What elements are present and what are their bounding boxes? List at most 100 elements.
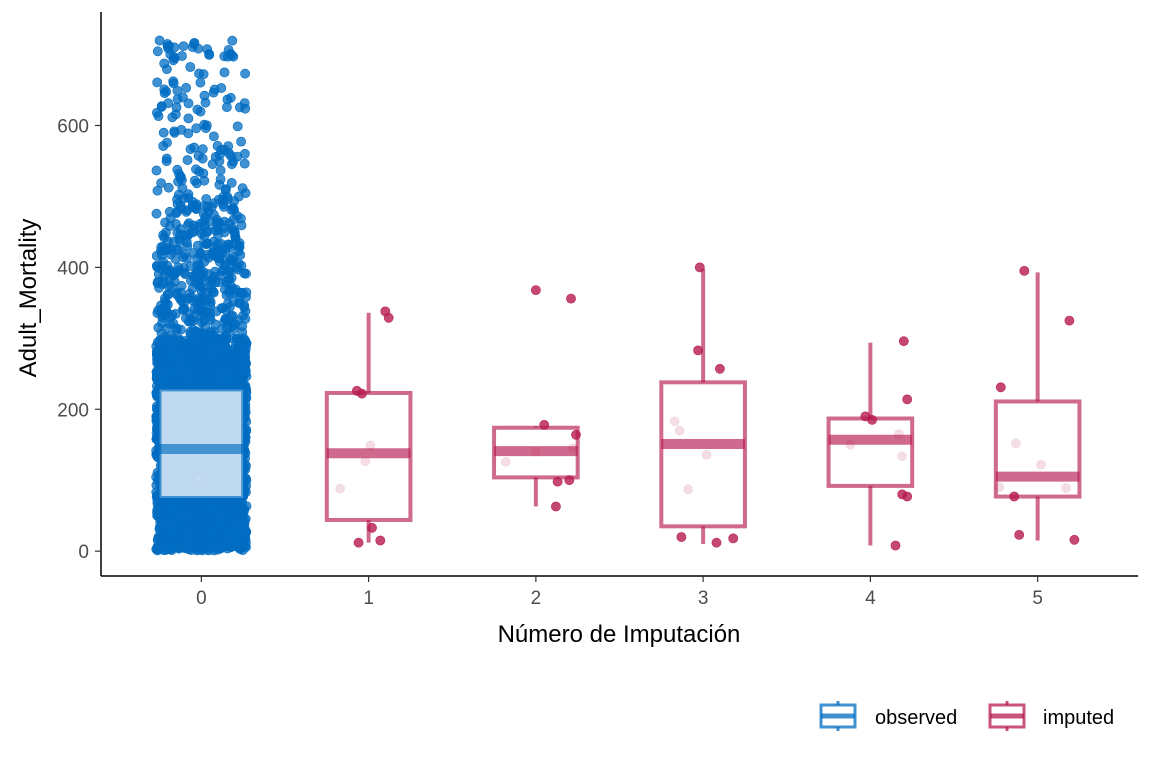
observed-point bbox=[153, 305, 164, 316]
imputed-point bbox=[1009, 491, 1020, 502]
observed-point bbox=[171, 219, 181, 229]
observed-point bbox=[215, 517, 226, 528]
observed-point bbox=[190, 500, 201, 511]
observed-point bbox=[188, 315, 199, 326]
observed-point bbox=[202, 226, 213, 237]
observed-point bbox=[219, 216, 230, 227]
x-tick-label-4: 4 bbox=[865, 588, 876, 609]
x-axis-title: Número de Imputación bbox=[498, 621, 741, 648]
observed-point bbox=[167, 112, 178, 123]
observed-point bbox=[178, 512, 189, 523]
observed-point bbox=[154, 263, 165, 274]
observed-point bbox=[153, 111, 164, 121]
observed-point bbox=[208, 131, 219, 142]
x-tick-label-2: 2 bbox=[531, 588, 542, 609]
observed-point bbox=[165, 516, 176, 526]
imputed-point bbox=[360, 456, 371, 466]
observed-point bbox=[204, 354, 214, 364]
observed-point bbox=[191, 123, 202, 134]
observed-point bbox=[216, 144, 226, 155]
observed-point bbox=[183, 98, 194, 109]
observed-point bbox=[226, 204, 237, 215]
imputed-point bbox=[383, 312, 394, 323]
observed-point bbox=[199, 90, 210, 101]
observed-point bbox=[162, 353, 172, 364]
observed-point bbox=[226, 159, 237, 170]
imputed-point bbox=[893, 429, 904, 439]
observed-point bbox=[182, 155, 193, 165]
observed-point bbox=[228, 296, 239, 307]
observed-point bbox=[189, 339, 200, 350]
observed-point bbox=[162, 299, 173, 310]
observed-point bbox=[211, 542, 222, 553]
observed-point bbox=[197, 144, 208, 155]
observed-point bbox=[197, 153, 208, 164]
observed-point bbox=[205, 326, 216, 337]
observed-point bbox=[183, 192, 194, 203]
imputed-point bbox=[676, 532, 687, 542]
observed-point bbox=[218, 349, 229, 359]
observed-point bbox=[202, 44, 212, 55]
imputed-point bbox=[551, 501, 561, 512]
observed-point bbox=[171, 102, 182, 113]
imputed-point bbox=[1011, 438, 1021, 449]
observed-point bbox=[241, 501, 252, 511]
observed-point bbox=[240, 338, 251, 349]
y-axis-title: Adult_Mortality bbox=[15, 219, 42, 378]
observed-point bbox=[191, 164, 201, 175]
observed-point bbox=[155, 335, 165, 345]
observed-point bbox=[152, 545, 163, 556]
imputed-point bbox=[1036, 459, 1046, 470]
legend-key-imputed bbox=[988, 701, 1026, 731]
imputed-point bbox=[531, 446, 541, 457]
legend: observed imputed bbox=[819, 701, 1114, 731]
observed-point bbox=[232, 121, 243, 132]
imputed-points bbox=[335, 262, 1080, 551]
observed-point bbox=[232, 210, 242, 221]
imputed-point bbox=[683, 484, 693, 495]
observed-point bbox=[240, 526, 251, 536]
observed-point bbox=[236, 220, 247, 231]
observed-point bbox=[236, 136, 246, 147]
observed-point bbox=[216, 83, 227, 93]
observed-point bbox=[179, 267, 190, 278]
observed-point bbox=[186, 377, 197, 387]
observed-point bbox=[181, 206, 192, 217]
observed-point bbox=[185, 261, 196, 271]
observed-point bbox=[221, 334, 232, 345]
imputed-point bbox=[897, 451, 908, 461]
imputed-point bbox=[1014, 530, 1025, 540]
imputed-point bbox=[867, 414, 877, 425]
observed-point bbox=[189, 142, 199, 153]
observed-point bbox=[234, 240, 245, 251]
observed-point bbox=[203, 530, 213, 541]
observed-point bbox=[227, 310, 238, 321]
observed-point bbox=[167, 310, 178, 320]
imputed-point bbox=[552, 476, 563, 487]
imputed-point bbox=[356, 388, 367, 399]
observed-point bbox=[178, 344, 189, 355]
imputed-point bbox=[1069, 534, 1080, 545]
observed-point bbox=[167, 501, 178, 512]
observed-point bbox=[180, 500, 191, 511]
observed-point bbox=[152, 46, 163, 57]
observed-point bbox=[179, 249, 190, 260]
observed-point bbox=[171, 208, 182, 219]
axes bbox=[100, 12, 1138, 577]
observed-point bbox=[176, 295, 187, 306]
observed-point bbox=[224, 264, 235, 275]
imputed-point bbox=[571, 429, 581, 440]
imputed-point bbox=[693, 345, 703, 356]
observed-point bbox=[177, 183, 188, 194]
observed-point bbox=[154, 282, 164, 293]
observed-point bbox=[168, 76, 179, 87]
observed-point bbox=[177, 304, 188, 315]
observed-point bbox=[214, 257, 225, 267]
observed-point bbox=[214, 156, 225, 167]
observed-point bbox=[162, 39, 173, 49]
observed-point bbox=[227, 50, 237, 61]
observed-point bbox=[163, 182, 174, 193]
observed-point bbox=[167, 542, 178, 553]
observed-point bbox=[239, 158, 250, 169]
